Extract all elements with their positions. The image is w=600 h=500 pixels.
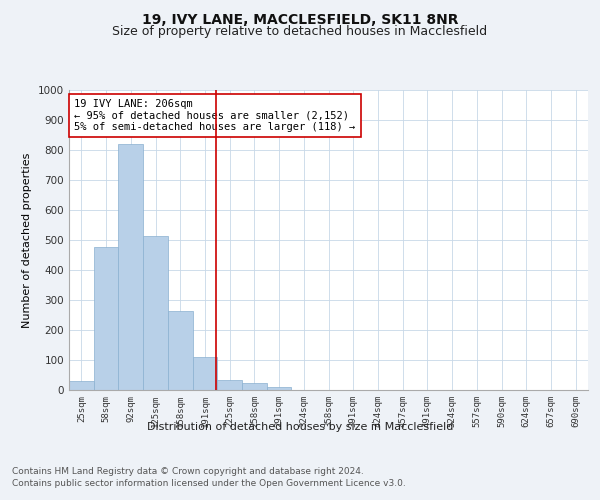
Bar [143,236,168,390]
Text: 19, IVY LANE, MACCLESFIELD, SK11 8NR: 19, IVY LANE, MACCLESFIELD, SK11 8NR [142,12,458,26]
Y-axis label: Number of detached properties: Number of detached properties [22,152,32,328]
Bar [217,380,242,390]
Bar [193,357,217,390]
Bar [242,384,267,390]
Text: 19 IVY LANE: 206sqm
← 95% of detached houses are smaller (2,152)
5% of semi-deta: 19 IVY LANE: 206sqm ← 95% of detached ho… [74,99,355,132]
Bar [168,310,193,390]
Text: Contains HM Land Registry data © Crown copyright and database right 2024.
Contai: Contains HM Land Registry data © Crown c… [12,468,406,488]
Text: Size of property relative to detached houses in Macclesfield: Size of property relative to detached ho… [112,25,488,38]
Text: Distribution of detached houses by size in Macclesfield: Distribution of detached houses by size … [147,422,453,432]
Bar [118,144,143,390]
Bar [69,381,94,390]
Bar [94,246,118,390]
Bar [267,387,292,390]
